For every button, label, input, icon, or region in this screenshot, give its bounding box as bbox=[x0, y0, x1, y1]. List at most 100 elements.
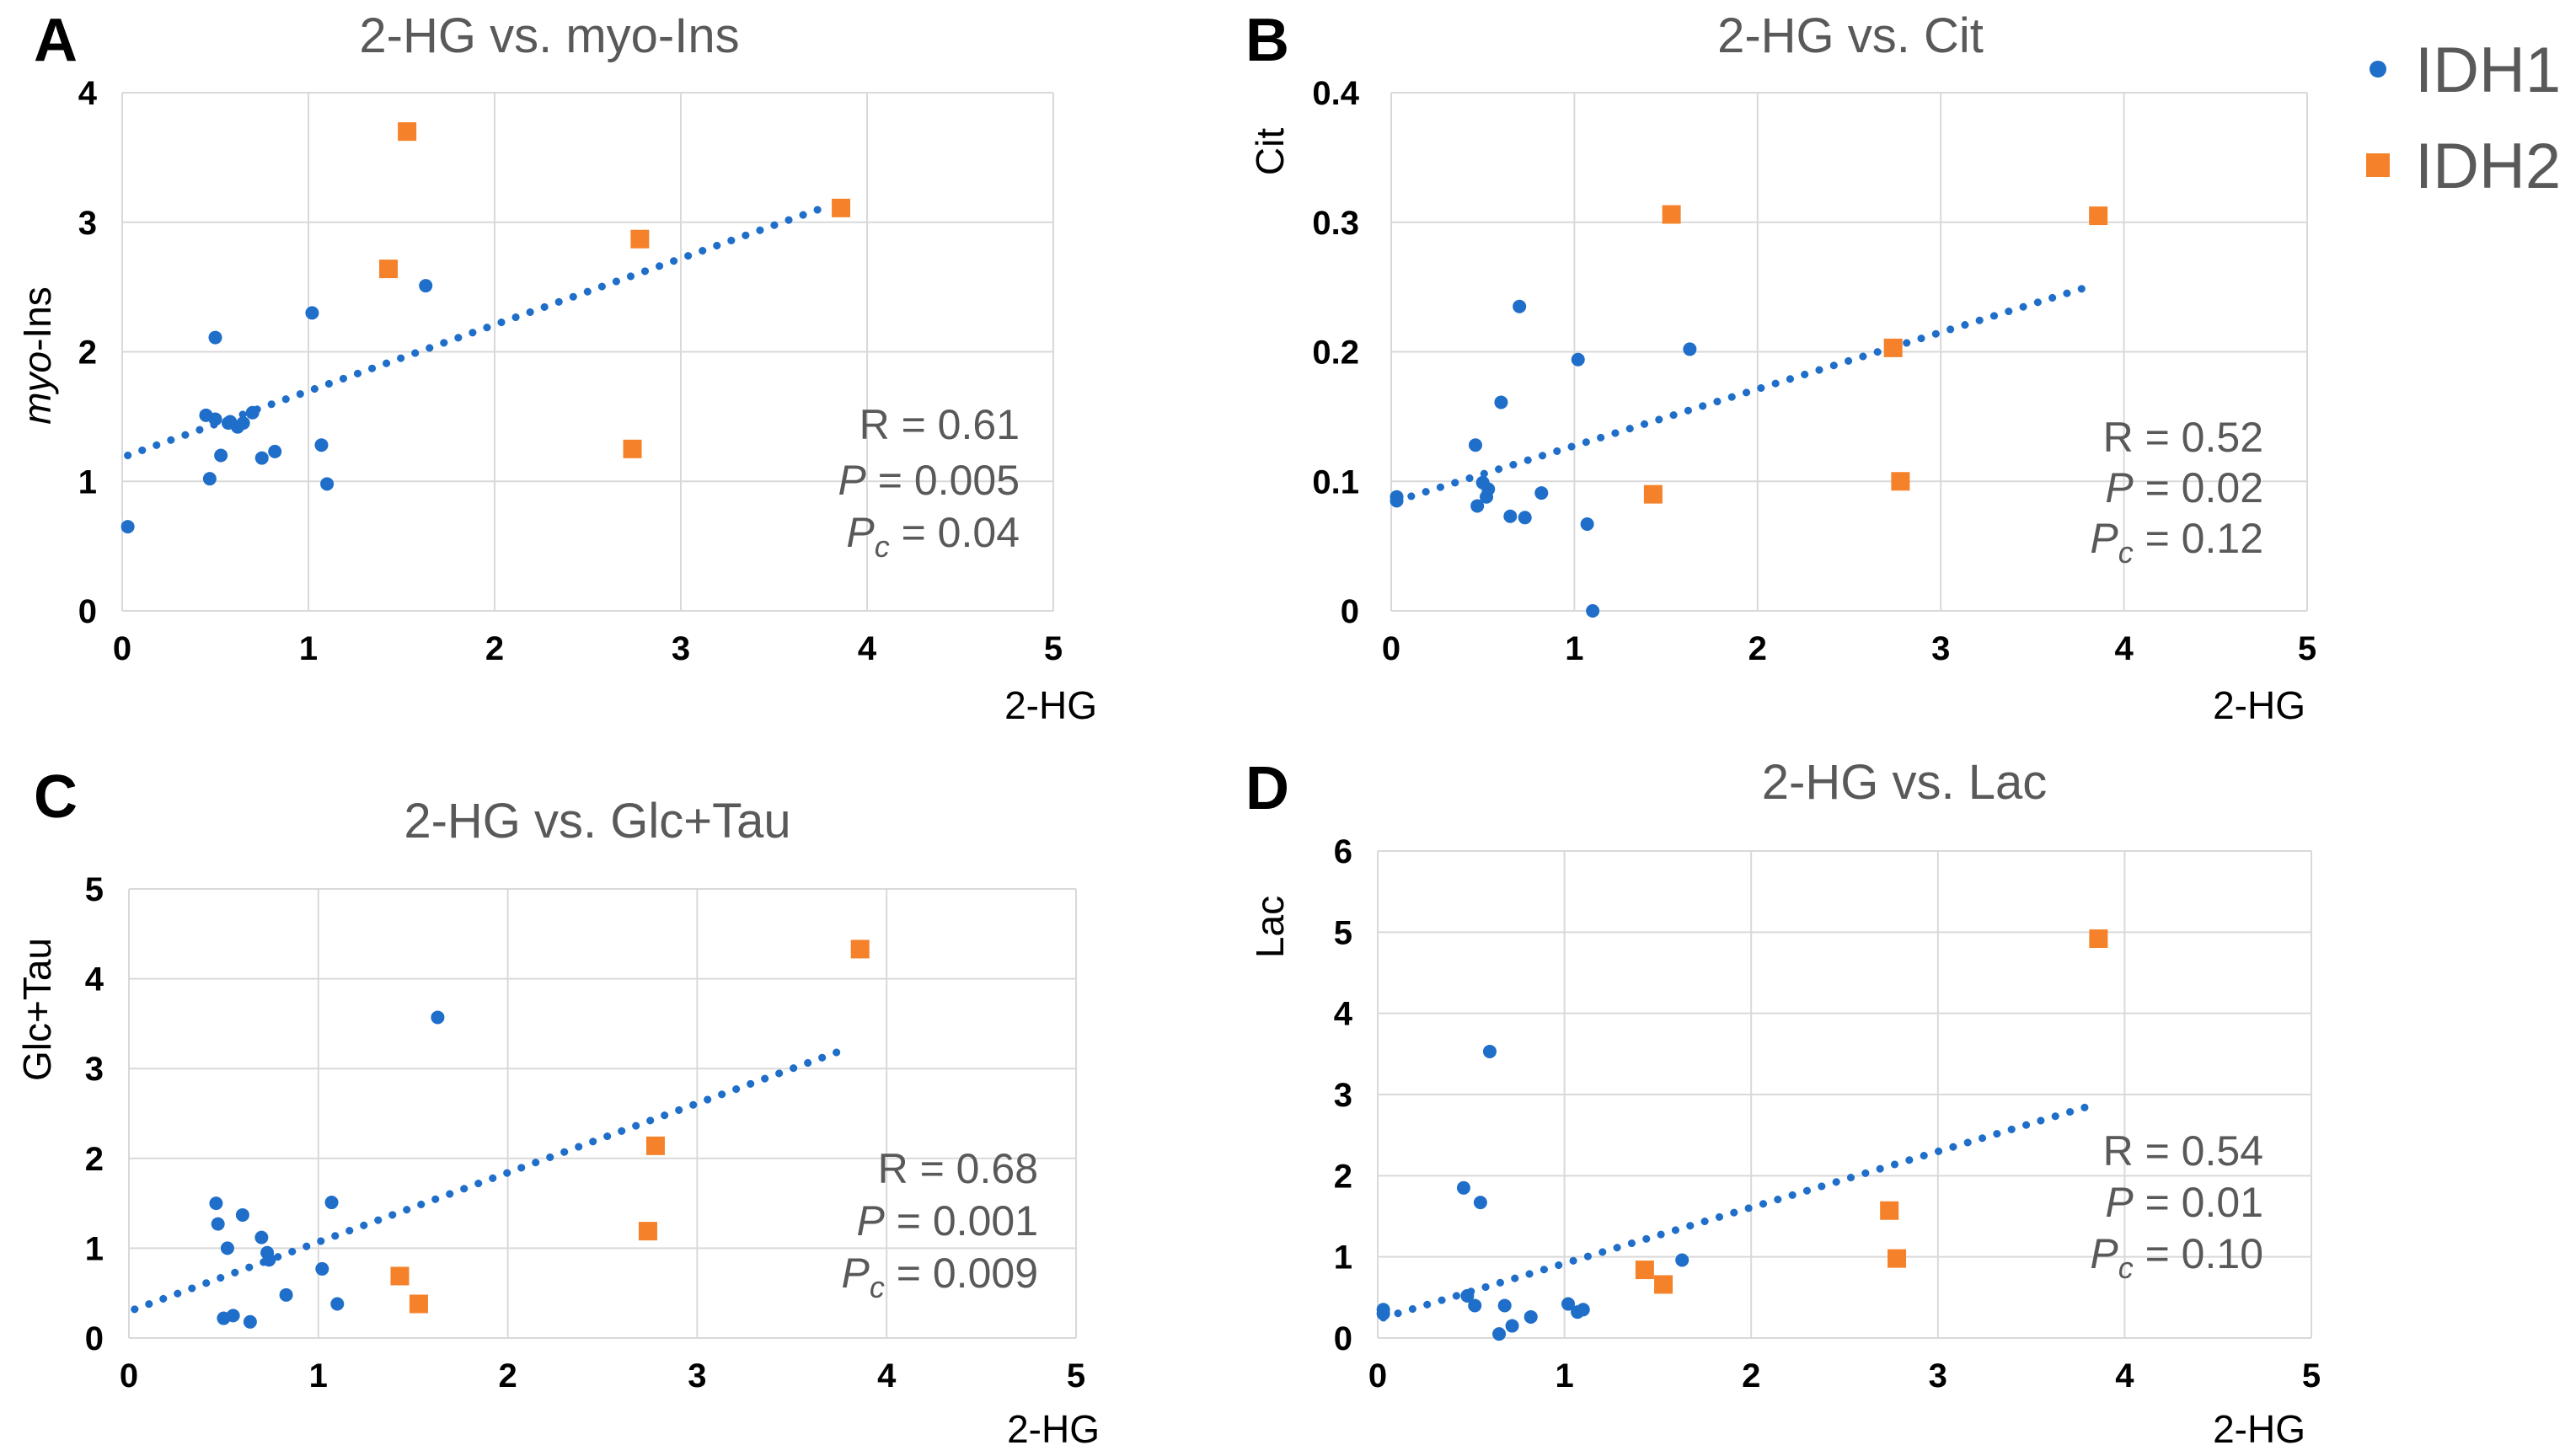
x-axis-label: 2-HG bbox=[1007, 1407, 1100, 1451]
y-tick-label: 4 bbox=[78, 75, 98, 112]
data-point-idh1 bbox=[226, 1309, 240, 1323]
data-point-idh2 bbox=[1662, 205, 1681, 224]
x-tick-label: 1 bbox=[309, 1357, 328, 1394]
data-point-idh1 bbox=[1580, 517, 1594, 531]
data-point-idh1 bbox=[208, 330, 222, 345]
stat-p-letter: P bbox=[2105, 1179, 2134, 1226]
y-tick-label: 0 bbox=[85, 1320, 104, 1357]
data-point-idh1 bbox=[208, 412, 222, 426]
data-point-idh1 bbox=[262, 1253, 276, 1267]
y-tick-label: 4 bbox=[1334, 996, 1353, 1033]
data-point-idh1 bbox=[1505, 1319, 1519, 1333]
stat-p: P = 0.02 bbox=[2105, 464, 2263, 511]
y-tick-label: 6 bbox=[1334, 833, 1352, 870]
y-axis-label: myo-Ins bbox=[15, 286, 59, 425]
chart-panel-d: 0 1 2 3 4 5 0 1 2 3 4 5 6 D 2-HG vs. Lac Lac 2-HG R = 0.5… bbox=[1245, 755, 2321, 1451]
y-tick-label: 3 bbox=[78, 205, 97, 242]
data-point-idh1 bbox=[214, 448, 228, 463]
x-tick-label: 3 bbox=[1931, 630, 1950, 667]
data-point-idh2 bbox=[2089, 206, 2108, 226]
data-point-idh1 bbox=[1456, 1180, 1470, 1195]
data-point-idh1 bbox=[1492, 1327, 1507, 1341]
data-point-idh1 bbox=[305, 306, 319, 320]
stat-pc-value: = 0.10 bbox=[2134, 1230, 2263, 1277]
y-tick-label: 5 bbox=[1334, 914, 1352, 951]
panel-letter: C bbox=[34, 763, 78, 831]
data-point-idh1 bbox=[1460, 1288, 1475, 1303]
data-point-idh2 bbox=[850, 939, 870, 959]
data-point-idh1 bbox=[419, 279, 433, 293]
y-tick-label: 0 bbox=[78, 593, 97, 630]
stat-pc: Pc = 0.10 bbox=[2090, 1230, 2263, 1285]
data-point-idh1 bbox=[268, 444, 282, 458]
y-tick-label: 0.4 bbox=[1312, 75, 1359, 112]
y-tick-label: 0.1 bbox=[1312, 463, 1359, 500]
data-point-idh2 bbox=[1883, 338, 1903, 357]
x-tick-label: 4 bbox=[2114, 630, 2134, 667]
x-axis-label: 2-HG bbox=[2213, 683, 2305, 727]
chart-title: 2-HG vs. Lac bbox=[1762, 755, 2047, 810]
data-point-idh1 bbox=[120, 520, 135, 534]
data-point-idh1 bbox=[209, 1196, 223, 1211]
legend-label-idh2: IDH2 bbox=[2415, 131, 2561, 202]
x-tick-label: 5 bbox=[1044, 630, 1063, 667]
data-point-idh1 bbox=[1494, 395, 1508, 410]
x-tick-label: 0 bbox=[113, 630, 131, 667]
stat-pc-letter: P bbox=[846, 509, 875, 556]
y-tick-label: 4 bbox=[85, 961, 104, 998]
data-point-idh1 bbox=[1473, 1196, 1487, 1210]
stat-p-letter: P bbox=[857, 1197, 886, 1245]
data-point-idh1 bbox=[245, 405, 260, 420]
x-tick-label: 3 bbox=[1929, 1357, 1947, 1394]
x-tick-label: 1 bbox=[1555, 1357, 1573, 1394]
data-point-idh1 bbox=[330, 1297, 345, 1311]
data-point-idh1 bbox=[1469, 438, 1483, 452]
data-point-idh2 bbox=[1891, 472, 1910, 491]
stat-pc-value: = 0.009 bbox=[885, 1250, 1038, 1297]
data-point-idh1 bbox=[211, 1217, 225, 1231]
data-point-idh2 bbox=[630, 229, 650, 249]
panel-letter: D bbox=[1245, 755, 1289, 822]
stat-pc: Pc = 0.04 bbox=[846, 509, 1020, 564]
data-point-idh2 bbox=[1888, 1249, 1907, 1268]
panel-letter: A bbox=[34, 7, 78, 74]
chart-panel-b: 0 1 2 3 4 5 0 0.1 0.2 0.3 0.4 B 2-HG vs. Cit Cit 2-HG R… bbox=[1245, 7, 2316, 727]
data-point-idh1 bbox=[235, 1207, 249, 1222]
data-point-idh1 bbox=[202, 472, 217, 486]
panel-letter: B bbox=[1245, 7, 1289, 74]
data-point-idh1 bbox=[1482, 1044, 1497, 1058]
data-point-idh2 bbox=[1643, 484, 1663, 504]
x-tick-label: 2 bbox=[1748, 630, 1767, 667]
data-point-idh1 bbox=[1513, 299, 1527, 313]
data-point-idh1 bbox=[1503, 509, 1518, 523]
x-tick-label: 3 bbox=[672, 630, 690, 667]
data-point-idh1 bbox=[320, 477, 335, 491]
stat-r: R = 0.54 bbox=[2103, 1127, 2263, 1175]
data-point-idh1 bbox=[324, 1196, 339, 1210]
data-point-idh1 bbox=[431, 1010, 445, 1025]
x-tick-label: 0 bbox=[1368, 1357, 1387, 1394]
x-tick-label: 2 bbox=[498, 1357, 517, 1394]
trendline bbox=[1379, 1102, 2091, 1322]
data-point-idh1 bbox=[314, 438, 329, 452]
data-point-idh2 bbox=[379, 260, 399, 279]
data-point-idh1 bbox=[1576, 1303, 1590, 1317]
trendline bbox=[124, 201, 834, 459]
x-tick-label: 2 bbox=[1742, 1357, 1760, 1394]
legend-label-idh1: IDH1 bbox=[2415, 35, 2561, 106]
y-axis-label: Glc+Tau bbox=[15, 938, 59, 1081]
data-point-idh1 bbox=[1376, 1307, 1390, 1321]
x-tick-label: 4 bbox=[858, 630, 877, 667]
stat-r: R = 0.68 bbox=[878, 1145, 1038, 1192]
data-point-idh1 bbox=[279, 1287, 293, 1302]
y-tick-label: 2 bbox=[78, 335, 97, 372]
data-point-idh1 bbox=[1675, 1253, 1689, 1267]
y-tick-label: 0 bbox=[1341, 593, 1359, 630]
trendline bbox=[131, 1044, 853, 1314]
x-tick-label: 0 bbox=[1382, 630, 1400, 667]
stat-p-value: = 0.02 bbox=[2134, 464, 2263, 511]
y-axis-label-italic: myo bbox=[15, 351, 59, 425]
data-point-idh1 bbox=[236, 416, 250, 431]
stat-p: P = 0.001 bbox=[857, 1197, 1038, 1245]
